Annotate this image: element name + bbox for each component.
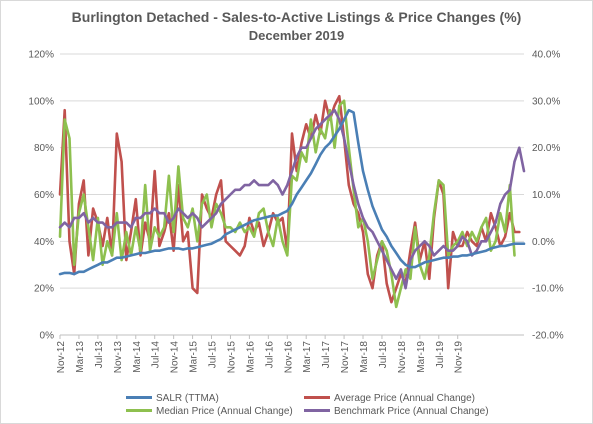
axes: 0% 20% 40% 60% 80% 100% 120% -20.0% -10.0% 0.0% 10…	[28, 50, 563, 374]
series-line	[58, 99, 516, 309]
x-tick-label: Jul-14	[151, 341, 162, 369]
right-tick-label: -20.0%	[532, 331, 564, 342]
x-tick-label: Mar-16	[245, 341, 256, 373]
left-tick-label: 100%	[28, 96, 54, 107]
right-tick-label: 20.0%	[532, 143, 560, 154]
right-tick-label: -10.0%	[532, 284, 564, 295]
legend-label: Median Price (Annual Change)	[156, 406, 293, 417]
x-tick-label: Nov-19	[454, 341, 465, 374]
left-tick-label: 0%	[40, 331, 55, 342]
legend-label: Average Price (Annual Change)	[334, 393, 475, 404]
x-tick-label: Mar-14	[132, 341, 143, 373]
series-line	[58, 108, 526, 290]
right-tick-label: 0.0%	[532, 237, 555, 248]
x-tick-label: Mar-17	[302, 341, 313, 373]
x-tick-label: Mar-18	[359, 341, 370, 373]
x-tick-label: Jul-17	[321, 341, 332, 369]
left-tick-label: 40%	[34, 237, 54, 248]
x-tick-label: Mar-19	[416, 341, 427, 373]
legend: SALR (TTMA) Average Price (Annual Change)…	[126, 393, 489, 417]
x-tick-label: Nov-12	[56, 341, 67, 374]
series-lines	[58, 94, 526, 309]
x-tick-label: Mar-15	[189, 341, 200, 373]
chart-title: Burlington Detached - Sales-to-Active Li…	[71, 9, 522, 25]
x-tick-label: Nov-14	[170, 341, 181, 374]
x-tick-label: Jul-18	[378, 341, 389, 369]
series-line	[58, 108, 526, 276]
x-tick-label: Nov-17	[340, 341, 351, 374]
x-tick-label: Nov-15	[226, 341, 237, 374]
x-tick-label: Mar-13	[75, 341, 86, 373]
x-tick-label: Jul-15	[208, 341, 219, 369]
legend-label: SALR (TTMA)	[156, 393, 219, 404]
legend-label: Benchmark Price (Annual Change)	[334, 406, 489, 417]
left-tick-label: 60%	[34, 190, 54, 201]
x-tick-label: Jul-19	[435, 341, 446, 369]
chart-subtitle: December 2019	[248, 28, 345, 43]
x-tick-label: Nov-16	[283, 341, 294, 374]
x-tick-label: Jul-16	[264, 341, 275, 369]
left-tick-label: 120%	[28, 50, 54, 61]
right-tick-label: 40.0%	[532, 50, 560, 61]
right-tick-label: 10.0%	[532, 190, 560, 201]
right-tick-label: 30.0%	[532, 96, 560, 107]
x-tick-label: Nov-18	[397, 341, 408, 374]
left-tick-label: 20%	[34, 284, 54, 295]
x-tick-label: Nov-13	[113, 341, 124, 374]
x-tick-label: Jul-13	[94, 341, 105, 369]
left-tick-label: 80%	[34, 143, 54, 154]
